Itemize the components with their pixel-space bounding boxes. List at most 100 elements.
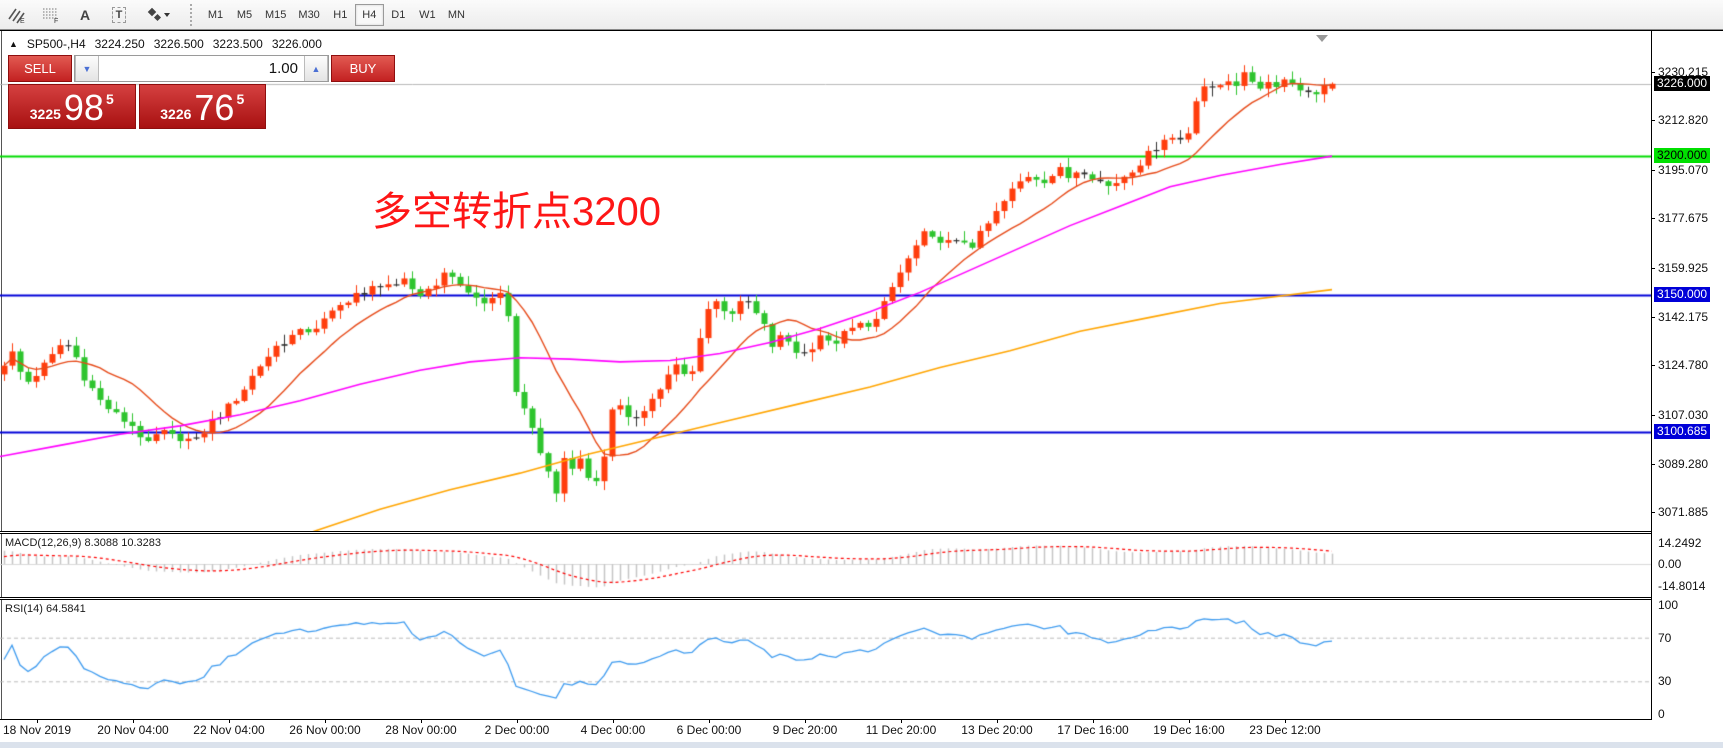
time-axis-label: 13 Dec 20:00 <box>961 723 1033 737</box>
time-tick-mark <box>421 719 422 723</box>
macd-name: MACD(12,26,9) <box>5 537 82 549</box>
time-tick-mark <box>1093 719 1094 723</box>
price-tick-label: 3124.780 <box>1658 358 1709 373</box>
timeframe-button-M5[interactable]: M5 <box>230 4 259 26</box>
price-tick-mark <box>1651 267 1655 269</box>
time-tick-mark <box>613 719 614 723</box>
timeframe-button-H1[interactable]: H1 <box>326 4 355 26</box>
price-tick-label: 3177.675 <box>1658 211 1709 226</box>
svg-text:E: E <box>20 18 25 24</box>
price-tick-mark <box>1651 512 1655 514</box>
sell-price-tile[interactable]: 3225 98 5 <box>8 84 136 129</box>
svg-text:F: F <box>54 18 58 24</box>
time-axis-label: 2 Dec 00:00 <box>484 723 550 737</box>
ohlc-high: 3226.500 <box>153 37 204 51</box>
time-axis-label: 9 Dec 20:00 <box>772 723 838 737</box>
timeframe-button-W1[interactable]: W1 <box>413 4 442 26</box>
time-tick-mark <box>1285 719 1286 723</box>
time-axis-label: 4 Dec 00:00 <box>580 723 646 737</box>
price-tick-mark <box>1651 169 1655 171</box>
buy-price-integer: 3226 <box>160 106 192 122</box>
time-tick-mark <box>229 719 230 723</box>
fibonacci-tool-button[interactable]: F <box>36 3 66 27</box>
time-axis-label: 11 Dec 20:00 <box>865 723 937 737</box>
chart-region: ▲ SP500-,H4 3224.250 3226.500 3223.500 3… <box>0 30 1723 748</box>
time-axis-label: 26 Nov 00:00 <box>289 723 361 737</box>
price-tick-mark <box>1651 365 1655 367</box>
timeframe-button-M30[interactable]: M30 <box>292 4 325 26</box>
chart-shift-marker-icon[interactable] <box>1316 35 1328 42</box>
sell-price-integer: 3225 <box>29 106 61 122</box>
buy-price-tile[interactable]: 3226 76 5 <box>138 84 266 129</box>
macd-indicator-canvas[interactable] <box>0 534 1651 597</box>
time-tick-mark <box>997 719 998 723</box>
price-tick-label: 3089.280 <box>1658 457 1709 472</box>
price-tick-label: 3195.070 <box>1658 162 1709 177</box>
price-line-badge: 3100.685 <box>1654 424 1711 440</box>
rsi-name: RSI(14) <box>5 603 43 615</box>
horizontal-scrollbar[interactable] <box>0 742 1723 748</box>
timeframe-button-MN[interactable]: MN <box>442 4 471 26</box>
sell-price-fraction: 5 <box>105 91 114 107</box>
time-axis-label: 18 Nov 2019 <box>2 723 72 737</box>
timeframe-button-M1[interactable]: M1 <box>201 4 230 26</box>
time-tick-mark <box>325 719 326 723</box>
price-tick-mark <box>1651 464 1655 466</box>
chart-symbol-period: SP500-,H4 <box>26 37 86 51</box>
price-tick-label: 3071.885 <box>1658 505 1709 520</box>
timeframe-button-M15[interactable]: M15 <box>259 4 292 26</box>
price-tick-mark <box>1651 316 1655 318</box>
timeframe-button-H4[interactable]: H4 <box>354 3 384 26</box>
chart-title: ▲ SP500-,H4 3224.250 3226.500 3223.500 3… <box>9 37 322 51</box>
price-line-badge: 3200.000 <box>1654 148 1711 164</box>
price-line-badge: 3226.000 <box>1654 75 1711 91</box>
time-axis-label: 19 Dec 16:00 <box>1153 723 1225 737</box>
price-tick-mark <box>1651 120 1655 122</box>
ohlc-low: 3223.500 <box>212 37 263 51</box>
rsi-value: 64.5841 <box>45 603 86 615</box>
time-tick-mark <box>37 719 38 723</box>
time-tick-mark <box>1189 719 1190 723</box>
pane-separator[interactable] <box>0 597 1651 600</box>
candlestick-chart-canvas[interactable] <box>0 34 1651 531</box>
time-tick-mark <box>133 719 134 723</box>
time-axis-line <box>0 719 1651 720</box>
time-axis-label: 23 Dec 12:00 <box>1249 723 1321 737</box>
timeframe-button-D1[interactable]: D1 <box>384 4 413 26</box>
symbol-arrow-icon: ▲ <box>9 39 18 49</box>
macd-tick-label: 14.2492 <box>1658 536 1702 550</box>
ohlc-close: 3226.000 <box>271 37 322 51</box>
rsi-tick-label: 70 <box>1658 630 1672 645</box>
timeframe-group: M1 M5 M15 M30 H1 H4 D1 W1 MN <box>201 3 471 26</box>
price-tick-label: 3159.925 <box>1658 260 1709 275</box>
shapes-tool-button[interactable] <box>138 3 178 27</box>
time-tick-mark <box>805 719 806 723</box>
macd-signal-value: 10.3283 <box>121 537 161 549</box>
buy-button[interactable]: BUY <box>331 55 395 82</box>
rsi-indicator-canvas[interactable] <box>0 600 1651 719</box>
time-axis-label: 20 Nov 04:00 <box>97 723 169 737</box>
text-label-tool-icon: T <box>111 6 127 23</box>
time-axis-label: 22 Nov 04:00 <box>193 723 265 737</box>
price-tick-label: 3212.820 <box>1658 113 1709 128</box>
rsi-tick-label: 30 <box>1658 674 1672 689</box>
text-tool-button[interactable]: A <box>70 3 100 27</box>
rsi-tick-label: 100 <box>1658 598 1679 612</box>
sell-button[interactable]: SELL <box>8 55 72 82</box>
chart-annotation: 多空转折点3200 <box>372 190 661 234</box>
time-axis-label: 6 Dec 00:00 <box>676 723 742 737</box>
volume-decrease-button[interactable]: ▼ <box>75 56 99 81</box>
volume-input[interactable] <box>99 56 304 81</box>
price-tick-label: 3107.030 <box>1658 407 1709 422</box>
ohlc-open: 3224.250 <box>94 37 145 51</box>
macd-tick-label: -14.8014 <box>1658 578 1706 593</box>
time-axis-label: 17 Dec 16:00 <box>1057 723 1129 737</box>
price-line-badge: 3150.000 <box>1654 287 1711 303</box>
buy-price-fraction: 5 <box>236 91 245 107</box>
text-label-tool-button[interactable]: T <box>104 3 134 27</box>
price-axis-line <box>1651 31 1652 720</box>
pane-separator[interactable] <box>0 531 1651 534</box>
volume-increase-button[interactable]: ▲ <box>304 56 328 81</box>
sell-price-pips: 98 <box>63 87 104 129</box>
equidistant-channel-tool-button[interactable]: E <box>2 3 32 27</box>
